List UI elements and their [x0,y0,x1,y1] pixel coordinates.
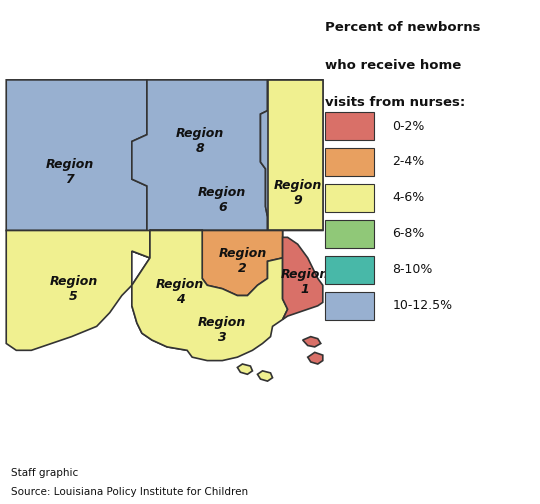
Bar [325,148,374,176]
Text: 10-12.5%: 10-12.5% [393,299,453,312]
Polygon shape [132,230,288,360]
Bar [325,292,374,320]
Bar [325,220,374,248]
Text: Region
5: Region 5 [50,275,98,303]
Polygon shape [150,80,323,285]
Text: 2-4%: 2-4% [393,156,425,168]
Text: Region
4: Region 4 [156,278,204,306]
Bar [325,184,374,212]
Text: who receive home: who receive home [325,59,461,72]
Polygon shape [6,230,150,350]
Text: Staff graphic: Staff graphic [11,468,78,478]
Text: 6-8%: 6-8% [393,227,425,240]
Text: Region
1: Region 1 [281,268,329,296]
Text: Region
9: Region 9 [274,179,322,207]
Polygon shape [308,352,323,364]
Text: Source: Louisiana Policy Institute for Children: Source: Louisiana Policy Institute for C… [11,487,248,497]
Polygon shape [267,80,323,230]
Polygon shape [258,371,273,381]
Polygon shape [238,364,252,374]
Text: Percent of newborns: Percent of newborns [325,21,480,34]
Polygon shape [132,230,258,350]
Polygon shape [6,80,150,258]
Text: visits from nurses:: visits from nurses: [325,96,465,109]
Text: 4-6%: 4-6% [393,192,425,205]
Polygon shape [202,230,282,295]
Text: Region
6: Region 6 [198,185,246,214]
Text: Region
2: Region 2 [218,247,267,275]
Text: 0-2%: 0-2% [393,119,425,133]
Text: Region
8: Region 8 [176,128,224,156]
Polygon shape [303,337,321,347]
Bar [325,112,374,140]
Polygon shape [282,237,323,320]
Text: Region
7: Region 7 [45,158,93,186]
Bar [325,256,374,284]
Text: Region
3: Region 3 [198,316,246,344]
Text: 8-10%: 8-10% [393,263,433,276]
Polygon shape [132,80,267,258]
